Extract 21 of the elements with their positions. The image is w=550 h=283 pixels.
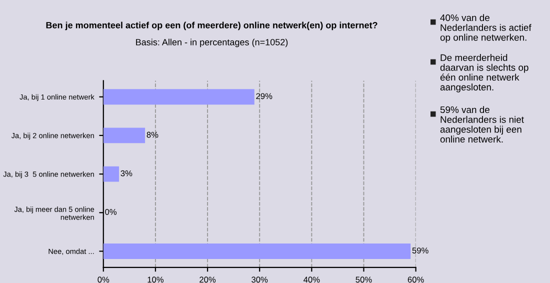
data-label: 0% xyxy=(105,208,117,215)
x-tick-label: 60% xyxy=(408,276,424,283)
x-tick-label: 50% xyxy=(356,276,372,283)
data-label: 3% xyxy=(120,170,132,176)
data-label: 8% xyxy=(146,132,158,138)
chart-subtitle: Basis: Allen - in percentages (n=1052) xyxy=(136,38,288,48)
bar xyxy=(103,166,120,182)
x-tick-label: 30% xyxy=(252,276,268,283)
bar xyxy=(103,89,254,105)
text: De meerderheid daarvan is slechts op één online netwerk aangesloten. xyxy=(440,54,528,92)
x-tick-label: 20% xyxy=(200,276,216,283)
x-tick-label: 40% xyxy=(304,276,320,283)
text: 40% van de Nederlanders is actief op online netwerken. xyxy=(440,14,532,43)
bar xyxy=(103,128,146,144)
text: 59% van de Nederlanders is niet aangesloten bij een online netwerk. xyxy=(440,106,524,143)
x-tick-label: 0% xyxy=(98,276,110,283)
x-tick-label: 10% xyxy=(148,276,164,283)
data-label: 29% xyxy=(256,93,272,100)
chart-title: Ben je momenteel actief op een (of meerdere) online netwerk(en) op internet? xyxy=(46,22,378,30)
bar xyxy=(103,244,411,259)
data-label: 59% xyxy=(412,248,428,254)
